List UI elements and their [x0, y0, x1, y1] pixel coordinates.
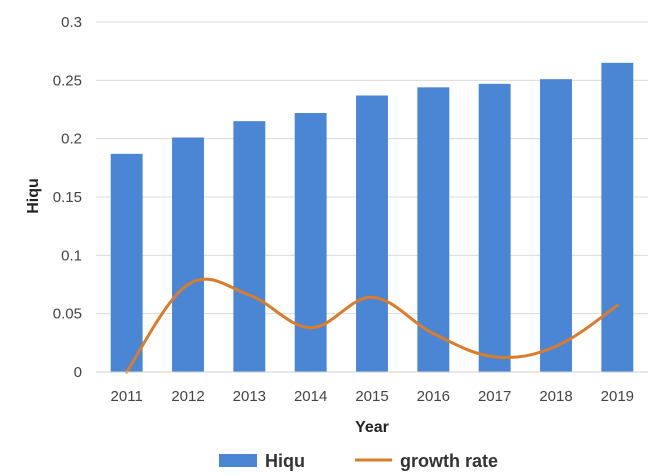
x-tick-label: 2013 [233, 388, 266, 405]
legend-label-hiqu: Hiqu [265, 451, 305, 471]
bar-hiqu-2016 [417, 87, 450, 372]
x-tick-label: 2012 [171, 388, 204, 405]
bar-hiqu-2014 [294, 113, 327, 372]
bar-hiqu-2017 [478, 83, 511, 372]
legend-swatch-hiqu [219, 454, 257, 467]
bar-hiqu-2011 [110, 153, 143, 372]
growth-rate-line [125, 277, 619, 374]
x-tick-label: 2014 [294, 388, 327, 405]
bar-hiqu-2015 [356, 95, 388, 372]
y-axis-title: Hiqu [25, 178, 42, 214]
y-tick-label: 0 [74, 364, 82, 381]
x-axis-title: Year [355, 419, 389, 436]
y-tick-label: 0.1 [61, 247, 82, 264]
x-tick-label: 2018 [539, 388, 572, 405]
bar-hiqu-2018 [540, 79, 572, 373]
x-tick-label: 2016 [417, 388, 450, 405]
x-tick-label: 2019 [601, 388, 634, 405]
y-tick-label: 0.15 [53, 189, 82, 206]
bar-hiqu-2013 [233, 121, 266, 373]
bar-hiqu-2019 [601, 62, 634, 372]
y-tick-label: 0.05 [53, 306, 82, 323]
legend-label-growth-rate: growth rate [400, 451, 498, 471]
legend: Hiqu growth rate [219, 451, 498, 471]
x-tick-label: 2017 [478, 388, 511, 405]
x-tick-labels: 2011 2012 2013 2014 2015 2016 2017 2018 2019 [111, 388, 634, 405]
y-tick-label: 0.2 [61, 131, 82, 148]
y-tick-label: 0.3 [61, 14, 82, 31]
x-tick-label: 2011 [111, 388, 143, 405]
x-tick-label: 2015 [355, 388, 388, 405]
growth-line-group [125, 277, 619, 374]
y-tick-label: 0.25 [53, 72, 82, 89]
bar-hiqu-2012 [172, 137, 204, 372]
bars [110, 62, 634, 373]
y-tick-labels: 0 0.05 0.1 0.15 0.2 0.25 0.3 [53, 14, 82, 381]
